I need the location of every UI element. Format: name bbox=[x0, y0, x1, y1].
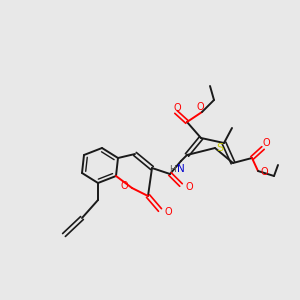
Text: S: S bbox=[216, 143, 224, 153]
Text: H: H bbox=[169, 164, 176, 173]
Text: N: N bbox=[177, 164, 185, 174]
Text: O: O bbox=[185, 182, 193, 192]
Text: O: O bbox=[196, 102, 204, 112]
Text: O: O bbox=[262, 138, 270, 148]
Text: O: O bbox=[173, 103, 181, 113]
Text: O: O bbox=[164, 207, 172, 217]
Text: O: O bbox=[260, 167, 268, 177]
Text: O: O bbox=[120, 181, 128, 191]
